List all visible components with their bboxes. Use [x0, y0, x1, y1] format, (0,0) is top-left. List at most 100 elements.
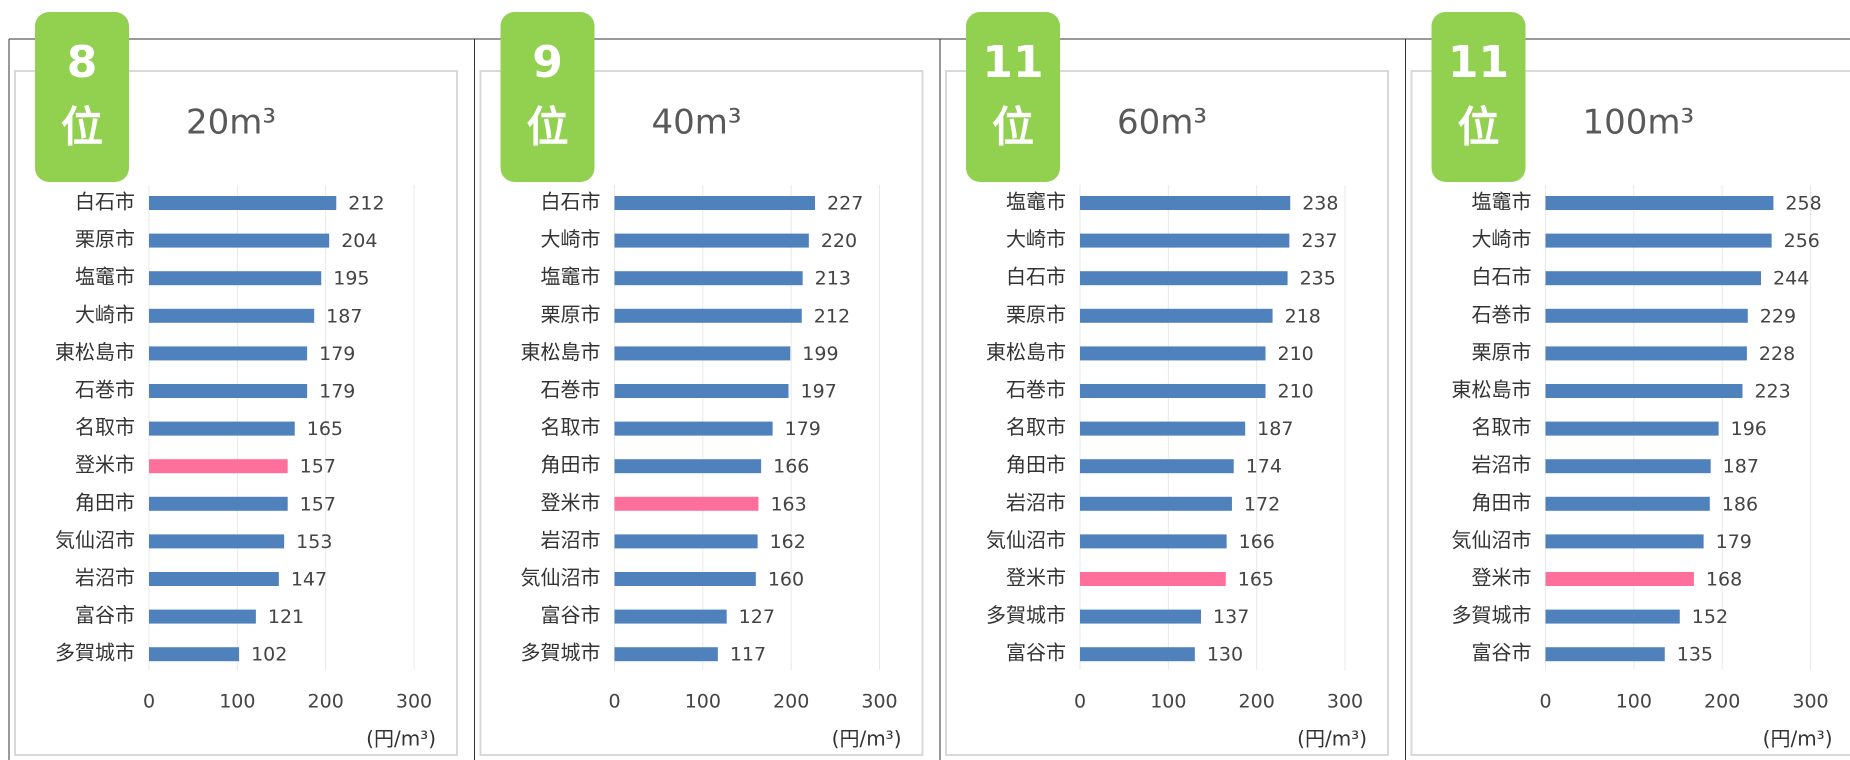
- x-tick-label: 300: [1327, 691, 1363, 713]
- rank-number: 9: [532, 37, 563, 88]
- bar: [149, 308, 315, 323]
- bar: [614, 308, 802, 323]
- x-tick-label: 100: [219, 691, 255, 713]
- bar: [149, 496, 288, 511]
- chart-title: 60m³: [1117, 103, 1207, 143]
- bar: [1080, 384, 1266, 398]
- unit-label: (円/m³): [1763, 727, 1833, 751]
- bar: [1545, 196, 1774, 210]
- y-tick-label: 登米市: [541, 490, 601, 514]
- y-tick-label: 栗原市: [1006, 302, 1066, 326]
- value-label: 218: [1285, 305, 1321, 327]
- bar: [149, 609, 256, 624]
- value-label: 235: [1300, 268, 1336, 290]
- value-label: 223: [1754, 381, 1790, 403]
- value-label: 165: [307, 418, 343, 440]
- value-label: 258: [1785, 193, 1821, 215]
- bar: [614, 647, 718, 662]
- y-tick-label: 角田市: [1472, 490, 1532, 514]
- y-tick-label: 角田市: [1006, 453, 1066, 477]
- y-tick-label: 東松島市: [521, 340, 601, 364]
- unit-label: (円/m³): [832, 727, 902, 751]
- bar: [149, 271, 322, 286]
- x-tick-label: 300: [396, 691, 432, 713]
- y-tick-label: 東松島市: [55, 340, 135, 364]
- value-label: 204: [341, 230, 377, 252]
- value-label: 147: [291, 569, 327, 591]
- y-tick-label: 白石市: [541, 190, 601, 214]
- value-label: 220: [821, 230, 857, 252]
- y-tick-label: 大崎市: [1472, 227, 1532, 251]
- y-tick-label: 気仙沼市: [55, 528, 135, 552]
- bar: [149, 384, 308, 398]
- bar: [1080, 496, 1232, 511]
- chart-title: 40m³: [652, 103, 742, 143]
- bar: [149, 421, 295, 436]
- value-label: 256: [1784, 230, 1820, 252]
- bar: [1080, 647, 1195, 662]
- plot-frame: [1410, 70, 1850, 756]
- value-label: 213: [815, 268, 851, 290]
- rank-suffix: 位: [992, 103, 1034, 152]
- y-tick-label: 多賀城市: [521, 641, 601, 665]
- value-label: 174: [1246, 456, 1282, 478]
- y-tick-label: 名取市: [75, 415, 135, 439]
- value-label: 160: [768, 569, 804, 591]
- x-tick-label: 100: [685, 691, 721, 713]
- x-tick-label: 0: [143, 691, 155, 713]
- value-label: 229: [1760, 305, 1796, 327]
- y-tick-label: 栗原市: [1472, 340, 1532, 364]
- x-tick-label: 0: [1074, 691, 1086, 713]
- y-tick-label: 塩竈市: [1472, 190, 1532, 214]
- rank-number: 11: [1448, 37, 1509, 88]
- bar: [614, 496, 759, 511]
- bar: [614, 346, 791, 361]
- unit-label: (円/m³): [1297, 727, 1367, 751]
- bar: [1080, 534, 1227, 549]
- y-tick-label: 多賀城市: [55, 641, 135, 665]
- bar: [1545, 308, 1748, 323]
- bar: [1080, 572, 1226, 586]
- bar: [614, 572, 756, 586]
- y-tick-label: 角田市: [75, 490, 135, 514]
- value-label: 238: [1302, 193, 1338, 215]
- x-tick-label: 100: [1150, 691, 1186, 713]
- value-label: 162: [770, 531, 806, 553]
- x-tick-label: 0: [608, 691, 620, 713]
- bar: [1080, 271, 1288, 286]
- bar: [149, 233, 330, 248]
- bar: [1545, 346, 1747, 361]
- value-label: 152: [1692, 606, 1728, 628]
- bar: [149, 459, 288, 474]
- value-label: 127: [739, 606, 775, 628]
- rank-suffix: 位: [526, 103, 568, 152]
- value-label: 210: [1278, 381, 1314, 403]
- unit-label: (円/m³): [366, 727, 436, 751]
- value-label: 199: [802, 343, 838, 365]
- bar: [149, 534, 285, 549]
- bar: [1080, 421, 1246, 436]
- bar: [614, 384, 789, 398]
- y-tick-label: 石巻市: [75, 378, 135, 402]
- bar: [1545, 421, 1719, 436]
- bar: [614, 421, 773, 436]
- bar: [614, 233, 809, 248]
- bar: [1545, 647, 1665, 662]
- bar: [1545, 233, 1772, 248]
- rank-badge: [35, 12, 129, 182]
- value-label: 163: [770, 493, 806, 515]
- rank-number: 8: [67, 37, 98, 88]
- y-tick-label: 名取市: [541, 415, 601, 439]
- x-tick-label: 300: [1792, 691, 1828, 713]
- value-label: 197: [801, 381, 837, 403]
- value-label: 237: [1301, 230, 1337, 252]
- bar: [149, 196, 337, 210]
- bar: [1545, 496, 1710, 511]
- y-tick-label: 多賀城市: [1452, 603, 1532, 627]
- bar: [1545, 534, 1704, 549]
- y-tick-label: 岩沼市: [75, 566, 135, 590]
- bar: [614, 196, 816, 210]
- y-tick-label: 富谷市: [1006, 641, 1066, 665]
